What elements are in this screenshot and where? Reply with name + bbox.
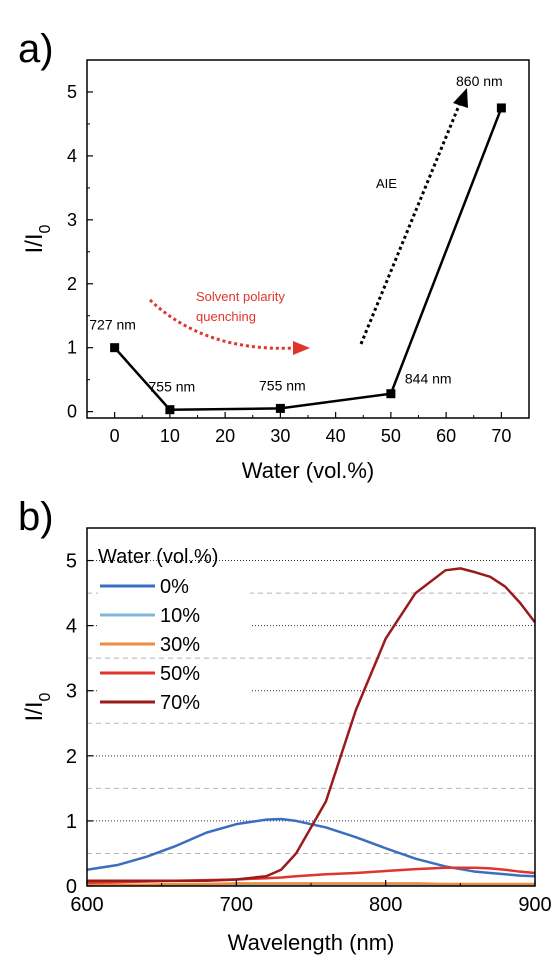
panel-b-x-tick-label: 600	[70, 894, 103, 916]
panel-a-x-tick-label: 70	[491, 426, 511, 446]
panel-a-y-tick-label: 1	[67, 338, 77, 358]
legend-title: Water (vol.%)	[98, 546, 218, 568]
panel-a-x-axis-label: Water (vol.%)	[242, 458, 374, 483]
panel-b-y-tick-label: 5	[66, 551, 77, 573]
legend-label: 50%	[160, 663, 200, 685]
polarity-arrow	[148, 298, 296, 350]
panel-b-series	[86, 567, 536, 886]
panel-a-x-tick-label: 10	[160, 426, 180, 446]
aie-arrow	[359, 102, 462, 345]
panel-b-x-tick-label: 800	[369, 894, 402, 916]
panel-b-y-tick-label: 3	[66, 681, 77, 703]
point-label: 755 nm	[149, 379, 196, 395]
panel-a-annotation-arrows	[148, 88, 468, 355]
data-point-marker	[275, 403, 285, 413]
point-label: 755 nm	[259, 377, 306, 393]
panel-a-label: a)	[18, 27, 54, 71]
panel-a-y-tick-label: 0	[67, 402, 77, 422]
panel-b-x-tick-label: 700	[220, 894, 253, 916]
panel-a-frame	[86, 59, 530, 419]
panel-a-y-tick-label: 5	[67, 82, 77, 102]
panel-b-y-tick-label: 0	[66, 876, 77, 898]
series-line-0pct	[86, 817, 536, 878]
point-label: 727 nm	[89, 317, 136, 333]
aie-arrowhead	[453, 88, 468, 108]
polarity-arrowhead	[293, 341, 310, 355]
data-point-marker	[165, 405, 175, 415]
panel-a-x-tick-label: 0	[110, 426, 120, 446]
legend-label: 0%	[160, 576, 189, 598]
panel-a: a) 0 10 20 30 40 50 60 70 0 1 2 3 4 5 727 nm 755 nm 755…	[18, 27, 530, 483]
data-point-marker	[386, 389, 396, 399]
panel-a-x-tick-label: 30	[270, 426, 290, 446]
point-label: 860 nm	[456, 73, 503, 89]
panel-a-point-labels: 727 nm 755 nm 755 nm 844 nm 860 nm	[89, 73, 502, 395]
panel-b-y-tick-label: 2	[66, 746, 77, 768]
panel-b: b) 600 700 800 900 0 1 2 3 4 5 Water (vol.%) 0% 10…	[18, 495, 552, 955]
panel-b-x-axis-label: Wavelength (nm)	[228, 930, 395, 955]
panel-b-y-axis-label: I/I0	[21, 692, 54, 721]
panel-a-y-tick-label: 4	[67, 146, 77, 166]
legend-label: 30%	[160, 634, 200, 656]
panel-a-x-tick-label: 50	[381, 426, 401, 446]
panel-b-x-tick-label: 900	[518, 894, 551, 916]
panel-a-x-tick-label: 60	[436, 426, 456, 446]
aie-annotation: AIE	[376, 176, 397, 191]
data-point-marker	[496, 103, 506, 113]
data-point-marker	[110, 343, 120, 353]
panel-a-axes: 0 10 20 30 40 50 60 70 0 1 2 3 4 5	[67, 82, 511, 446]
panel-a-markers	[110, 103, 506, 415]
legend-label: 70%	[160, 692, 200, 714]
panel-a-x-tick-label: 40	[326, 426, 346, 446]
panel-b-axes: 600 700 800 900 0 1 2 3 4 5	[66, 551, 552, 916]
panel-b-y-tick-label: 4	[66, 616, 77, 638]
panel-a-y-tick-label: 2	[67, 274, 77, 294]
polarity-annotation-line2: quenching	[196, 309, 256, 324]
legend-label: 10%	[160, 605, 200, 627]
point-label: 844 nm	[405, 371, 452, 387]
panel-a-y-axis-label: I/I0	[21, 224, 54, 253]
panel-b-label: b)	[18, 495, 54, 539]
series-line-30pct	[87, 882, 535, 886]
panel-b-y-tick-label: 1	[66, 811, 77, 833]
panel-a-series-line	[113, 107, 503, 411]
panel-a-x-tick-label: 20	[215, 426, 235, 446]
panel-a-y-tick-label: 3	[67, 210, 77, 230]
polarity-annotation-line1: Solvent polarity	[196, 289, 285, 304]
panel-b-legend: Water (vol.%) 0% 10% 30% 50% 70%	[98, 546, 250, 714]
series-line-70pct	[87, 567, 536, 883]
